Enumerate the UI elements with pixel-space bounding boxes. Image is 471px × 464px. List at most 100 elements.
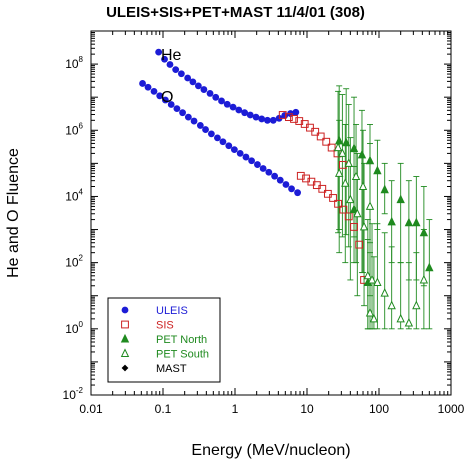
point-sis xyxy=(278,111,287,119)
y-tick-label: 108 xyxy=(65,55,83,71)
point-uleis xyxy=(150,87,158,95)
point-uleis xyxy=(144,83,152,91)
point-uleis xyxy=(212,93,220,101)
point-uleis xyxy=(246,111,254,119)
point-uleis xyxy=(241,109,249,117)
point-uleis xyxy=(265,168,273,176)
point-sis xyxy=(327,143,336,152)
point-uleis xyxy=(269,116,277,124)
point-pet-north xyxy=(349,204,359,214)
point-pet-south xyxy=(358,181,368,190)
point-sis xyxy=(284,113,293,122)
y-tick-label: 104 xyxy=(65,187,83,203)
point-sis xyxy=(316,132,325,141)
x-tick-label: 100 xyxy=(369,402,389,416)
point-pet-south xyxy=(365,201,375,210)
data-points xyxy=(139,48,434,327)
point-pet-south xyxy=(363,270,373,280)
point-pet-north xyxy=(357,149,367,159)
point-pet-south xyxy=(351,171,361,181)
point-pet-south xyxy=(334,168,344,177)
legend: ULEIS SIS PET North PET South MAST xyxy=(107,297,221,383)
point-sis xyxy=(350,223,358,231)
point-sis xyxy=(306,123,314,132)
point-pet-south xyxy=(373,277,382,287)
point-sis xyxy=(322,137,331,146)
point-uleis xyxy=(229,103,237,111)
x-tick-label: 1 xyxy=(232,402,239,416)
point-uleis xyxy=(236,150,244,157)
point-pet-north xyxy=(404,217,414,227)
point-uleis xyxy=(254,161,261,168)
point-uleis xyxy=(276,176,284,184)
point-uleis xyxy=(184,74,192,82)
point-pet-south xyxy=(396,313,405,323)
point-uleis xyxy=(155,48,163,56)
point-pet-south xyxy=(338,148,347,157)
point-sis xyxy=(339,205,348,214)
point-uleis xyxy=(281,112,289,119)
point-uleis xyxy=(214,134,221,142)
point-pet-south xyxy=(387,300,396,310)
point-uleis xyxy=(194,82,202,90)
legend-marker-sis xyxy=(121,320,129,329)
point-sis xyxy=(296,171,305,180)
y-tick-label: 100 xyxy=(65,320,83,336)
point-uleis xyxy=(225,142,233,150)
point-uleis xyxy=(190,117,198,125)
point-pet-south xyxy=(346,194,355,204)
point-uleis xyxy=(294,189,301,197)
point-pet-south xyxy=(412,300,421,310)
point-uleis xyxy=(179,109,186,117)
point-pet-south xyxy=(404,317,414,327)
x-axis-label: Energy (MeV/nucleon) xyxy=(191,442,350,459)
point-uleis xyxy=(288,185,295,193)
point-uleis xyxy=(218,97,225,105)
chart-title: ULEIS+SIS+PET+MAST 11/4/01 (308) xyxy=(106,4,365,21)
legend-label: SIS xyxy=(156,320,174,332)
legend-marker-mast xyxy=(121,364,129,372)
point-uleis xyxy=(258,115,266,123)
legend-label: PET South xyxy=(156,349,209,361)
point-uleis xyxy=(219,138,227,146)
point-uleis xyxy=(259,165,267,172)
point-uleis xyxy=(200,86,208,93)
point-uleis xyxy=(177,70,185,78)
y-tick-label: 102 xyxy=(65,254,83,270)
point-uleis xyxy=(235,106,243,114)
annotation-o: O xyxy=(161,89,173,106)
point-pet-north xyxy=(387,216,396,226)
point-pet-south xyxy=(419,274,429,284)
point-pet-south xyxy=(359,221,369,231)
point-uleis xyxy=(223,100,231,108)
x-tick-label: 0.1 xyxy=(155,402,172,416)
point-pet-south xyxy=(380,287,389,297)
legend-label: MAST xyxy=(156,363,187,375)
point-sis xyxy=(311,127,320,136)
point-pet-north xyxy=(425,262,434,272)
point-sis xyxy=(334,199,342,208)
point-uleis xyxy=(161,55,168,63)
point-uleis xyxy=(184,113,192,121)
point-pet-north xyxy=(365,155,375,165)
legend-marker-uleis xyxy=(121,306,129,314)
legend-label: PET North xyxy=(156,334,207,346)
point-uleis xyxy=(248,157,255,165)
point-uleis xyxy=(202,126,209,133)
axes: 0.01 0.1 1 10 100 1000 10-2 100 102 104 106 108 xyxy=(63,30,465,416)
y-axis-label: He and O Fluence xyxy=(5,148,22,278)
point-pet-south xyxy=(367,274,377,284)
y-tick-label: 10-2 xyxy=(63,386,84,402)
point-pet-south xyxy=(333,142,343,152)
plot-frame xyxy=(90,30,452,396)
point-pet-south xyxy=(369,313,379,323)
point-pet-north xyxy=(412,217,421,227)
point-pet-north xyxy=(396,194,405,204)
point-uleis xyxy=(252,113,260,121)
point-sis xyxy=(290,115,298,123)
point-uleis xyxy=(156,92,164,100)
point-pet-north xyxy=(380,184,389,194)
point-uleis xyxy=(196,122,204,129)
legend-marker-pet-north xyxy=(120,333,130,343)
